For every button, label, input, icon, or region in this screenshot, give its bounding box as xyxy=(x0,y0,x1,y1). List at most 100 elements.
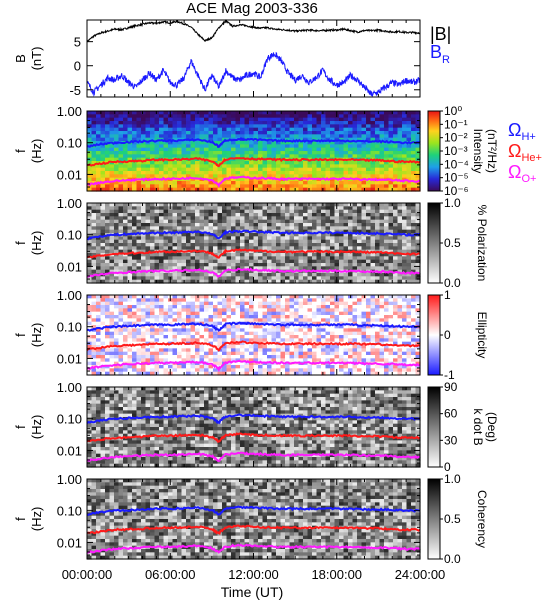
heatmap-cell xyxy=(303,305,309,309)
heatmap-cell xyxy=(352,243,358,247)
heatmap-cell xyxy=(262,308,268,313)
heatmap-cell xyxy=(393,206,399,211)
heatmap-cell xyxy=(150,246,156,251)
heatmap-cell xyxy=(100,203,106,207)
heatmap-cell xyxy=(226,355,232,359)
heatmap-cell xyxy=(235,365,241,369)
heatmap-cell xyxy=(217,325,223,329)
heatmap-cell xyxy=(411,279,417,284)
heatmap-cell xyxy=(181,154,187,159)
heatmap-cell xyxy=(213,361,219,366)
heatmap-cell xyxy=(213,203,219,207)
heatmap-cell xyxy=(231,301,237,306)
heatmap-cell xyxy=(141,111,147,115)
heatmap-cell xyxy=(276,206,282,211)
heatmap-cell xyxy=(195,368,201,373)
heatmap-cell xyxy=(145,114,151,119)
heatmap-cell xyxy=(298,321,304,326)
heatmap-cell xyxy=(199,117,205,122)
heatmap-cell xyxy=(105,331,111,336)
heatmap-cell xyxy=(294,226,300,231)
heatmap-cell xyxy=(375,184,381,189)
heatmap-cell xyxy=(321,253,327,257)
heatmap-cell xyxy=(330,213,336,217)
heatmap-cell xyxy=(379,147,385,152)
heatmap-cell xyxy=(136,315,142,319)
heatmap-cell xyxy=(321,233,327,237)
heatmap-cell xyxy=(217,295,223,299)
heatmap-cell xyxy=(177,311,183,316)
heatmap-cell xyxy=(235,216,241,221)
heatmap-cell xyxy=(276,368,282,373)
heatmap-cell xyxy=(177,365,183,369)
heatmap-cell xyxy=(330,256,336,261)
heatmap-cell xyxy=(307,117,313,122)
heatmap-cell xyxy=(118,161,124,165)
heatmap-cell xyxy=(307,328,313,333)
heatmap-cell xyxy=(118,243,124,247)
heatmap-cell xyxy=(289,161,295,165)
heatmap-cell xyxy=(384,117,390,122)
heatmap-cell xyxy=(294,246,300,251)
heatmap-cell xyxy=(240,348,246,353)
heatmap-cell xyxy=(253,273,259,277)
heatmap-cell xyxy=(271,318,277,323)
heatmap-cell xyxy=(285,338,291,343)
heatmap-cell xyxy=(136,161,142,165)
heatmap-cell xyxy=(303,355,309,359)
heatmap-cell xyxy=(199,276,205,281)
heatmap-cell xyxy=(190,223,196,227)
heatmap-cell xyxy=(204,325,210,329)
heatmap-cell xyxy=(276,111,282,115)
heatmap-cell xyxy=(339,164,345,169)
heatmap-cell xyxy=(276,181,282,185)
heatmap-cell xyxy=(217,154,223,159)
heatmap-cell xyxy=(411,164,417,169)
heatmap-cell xyxy=(96,279,102,284)
heatmap-cell xyxy=(186,308,192,313)
heatmap-cell xyxy=(123,114,129,119)
heatmap-cell xyxy=(154,368,160,373)
heatmap-cell xyxy=(258,301,264,306)
heatmap-cell xyxy=(294,121,300,125)
heatmap-cell xyxy=(267,273,273,277)
heatmap-cell xyxy=(361,253,367,257)
heatmap-cell xyxy=(105,348,111,353)
heatmap-cell xyxy=(235,203,241,207)
heatmap-cell xyxy=(253,219,259,224)
heatmap-cell xyxy=(118,147,124,152)
heatmap-cell xyxy=(226,325,232,329)
heatmap-cell xyxy=(195,256,201,261)
heatmap-cell xyxy=(393,151,399,155)
heatmap-cell xyxy=(253,365,259,369)
heatmap-cell xyxy=(96,131,102,135)
heatmap-cell xyxy=(217,301,223,306)
heatmap-cell xyxy=(231,147,237,152)
heatmap-cell xyxy=(181,263,187,267)
heatmap-cell xyxy=(321,114,327,119)
heatmap-cell xyxy=(352,137,358,142)
heatmap-cell xyxy=(199,131,205,135)
heatmap-cell xyxy=(132,253,138,257)
heatmap-cell xyxy=(172,331,178,336)
heatmap-cell xyxy=(388,181,394,185)
heatmap-cell xyxy=(91,233,97,237)
heatmap-cell xyxy=(213,223,219,227)
heatmap-cell xyxy=(298,325,304,329)
heatmap-cell xyxy=(316,187,322,192)
heatmap-cell xyxy=(316,233,322,237)
heatmap-cell xyxy=(343,147,349,152)
heatmap-cell xyxy=(172,161,178,165)
heatmap-cell xyxy=(298,141,304,145)
heatmap-cell xyxy=(118,331,124,336)
heatmap-cell xyxy=(258,243,264,247)
heatmap-cell xyxy=(136,279,142,284)
heatmap-cell xyxy=(217,341,223,346)
heatmap-cell xyxy=(190,177,196,182)
heatmap-cell xyxy=(402,187,408,192)
heatmap-cell xyxy=(262,243,268,247)
heatmap-cell xyxy=(244,157,250,162)
heatmap-cell xyxy=(231,298,237,303)
heatmap-cell xyxy=(186,209,192,214)
heatmap-cell xyxy=(343,167,349,172)
